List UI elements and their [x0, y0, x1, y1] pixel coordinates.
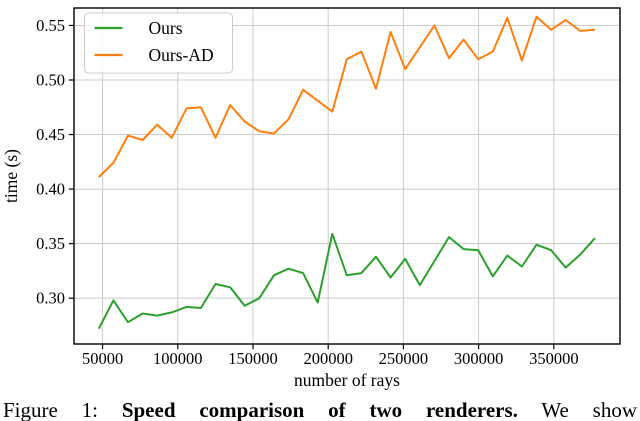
legend-label-ours: Ours — [149, 18, 183, 38]
x-tick-label: 50000 — [82, 349, 123, 368]
x-tick-label: 150000 — [228, 349, 278, 368]
x-axis-label: number of rays — [294, 370, 400, 390]
y-tick-label: 0.45 — [36, 125, 65, 144]
x-tick-label: 250000 — [379, 349, 429, 368]
x-tick-label: 100000 — [153, 349, 203, 368]
figure-caption: Figure 1: Speed comparison of two render… — [3, 398, 637, 421]
x-tick-label: 350000 — [529, 349, 579, 368]
plot-border — [73, 7, 621, 345]
caption-bold-title: Speed comparison of two renderers. — [121, 398, 518, 421]
series-line-ours — [97, 232, 596, 330]
caption-rest: We show — [517, 398, 637, 421]
caption-prefix: Figure 1: — [3, 398, 122, 421]
x-tick-label: 300000 — [454, 349, 504, 368]
series-line-ours-ad — [98, 15, 595, 178]
x-tick-label: 200000 — [303, 349, 353, 368]
y-tick-label: 0.50 — [36, 71, 65, 90]
y-tick-label: 0.30 — [36, 289, 65, 308]
y-axis-label: time (s) — [1, 149, 21, 203]
speed-comparison-line-chart: 50000 100000 150000 200000 250000 300000 35000… — [1, 7, 621, 390]
legend-label-ours-ad: Ours-AD — [149, 45, 214, 65]
y-tick-label: 0.35 — [36, 234, 65, 253]
y-tick-label: 0.55 — [36, 16, 65, 35]
y-tick-label: 0.40 — [36, 180, 65, 199]
